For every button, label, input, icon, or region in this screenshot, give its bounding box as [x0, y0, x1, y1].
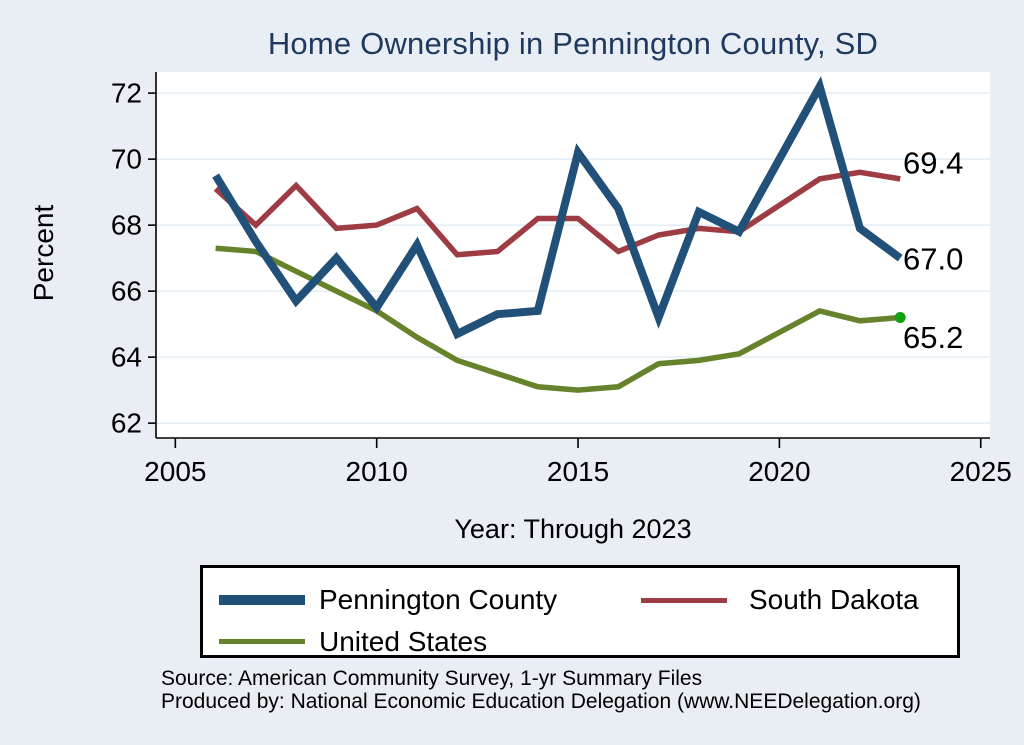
series-line-south-dakota [213, 169, 901, 258]
annotation-69.4: 69.4 [903, 145, 963, 180]
legend-swatch-1 [641, 598, 727, 603]
series-line-united-states [215, 245, 901, 393]
chart-legend: Pennington County South Dakota United St… [200, 565, 960, 658]
x-tick-label-2005: 2005 [144, 456, 206, 487]
y-tick-label-68: 68 [111, 210, 142, 241]
source-line: Source: American Community Survey, 1-yr … [161, 667, 703, 690]
produced-by-line: Produced by: National Economic Education… [161, 690, 921, 713]
plot-area [156, 72, 990, 438]
legend-label-united-states: United States [319, 626, 488, 657]
x-tick-label-2010: 2010 [346, 456, 408, 487]
annotation-65.2: 65.2 [903, 320, 963, 355]
series-line-pennington-county [212, 76, 903, 340]
y-tick-label-72: 72 [111, 78, 142, 109]
legend-swatch-0 [219, 595, 305, 605]
x-tick-label-2020: 2020 [748, 456, 810, 487]
end-marker-united-states [894, 312, 906, 324]
y-tick-label-62: 62 [111, 408, 142, 439]
annotation-67.0: 67.0 [903, 242, 963, 277]
source-note: Source: American Community Survey, 1-yr … [161, 667, 921, 713]
x-tick-label-2025: 2025 [950, 456, 1012, 487]
y-tick-label-64: 64 [111, 342, 142, 373]
y-tick-label-70: 70 [111, 144, 142, 175]
legend-label-south-dakota: South Dakota [749, 584, 919, 615]
chart-title: Home Ownership in Pennington County, SD [267, 26, 879, 61]
y-axis-label: Percent [28, 204, 59, 302]
x-tick-label-2015: 2015 [547, 456, 609, 487]
legend-label-pennington-county: Pennington County [319, 584, 558, 615]
x-axis-label: Year: Through 2023 [454, 514, 692, 544]
legend-swatch-2 [219, 639, 305, 644]
y-tick-label-66: 66 [111, 276, 142, 307]
